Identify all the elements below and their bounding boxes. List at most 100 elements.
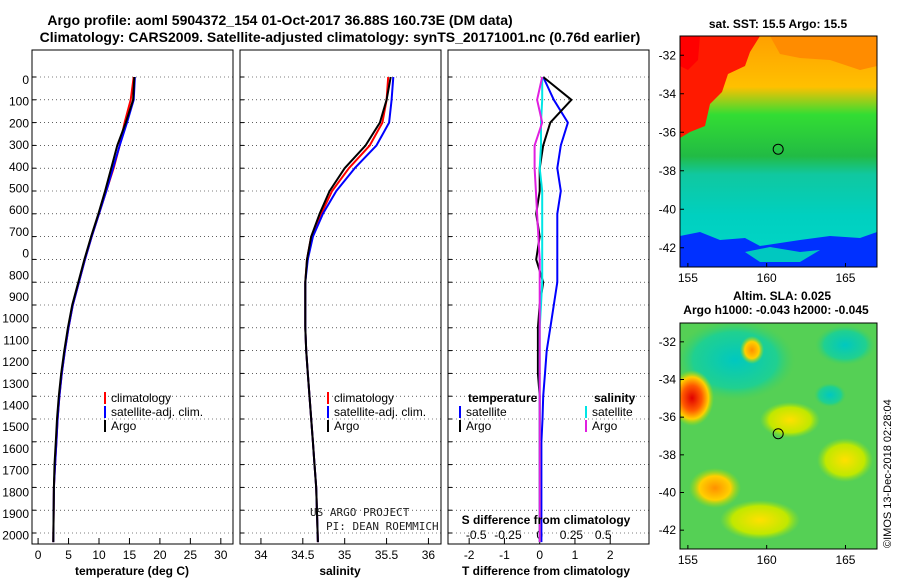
legend-swatch-satellite [327, 406, 329, 418]
x-tick-label: 34.5 [291, 548, 315, 562]
sst-cold-gap [745, 247, 820, 262]
map-x-tick-label: 160 [757, 271, 777, 285]
legend-label-s-satellite: satellite [592, 405, 633, 419]
sla-high-spot [740, 336, 764, 364]
depth-tick-label: 1000 [2, 312, 29, 326]
legend-label-t-satellite: satellite [466, 405, 507, 419]
imos-timestamp: ©IMOS 13-Dec-2018 02:28:04 [882, 399, 894, 548]
depth-tick-label: 100 [9, 95, 29, 109]
legend-swatch-satellite [104, 406, 106, 418]
map-y-tick-label: -36 [659, 410, 677, 424]
map-y-tick-label: -38 [659, 164, 677, 178]
depth-tick-label: 300 [9, 138, 29, 152]
depth-tick-label: 1100 [3, 333, 29, 347]
sla-map-panel: Altim. SLA: 0.025 Argo h1000: -0.043 h20… [659, 289, 878, 567]
sla-high-core [680, 370, 714, 426]
sst-map-panel: sat. SST: 15.5 Argo: 15.5 155 160 165 -32 -3… [659, 17, 878, 285]
legend-swatch-climatology [327, 392, 329, 404]
map-y-tick-label: -36 [659, 125, 677, 139]
x-tick-label: 0 [35, 548, 42, 562]
depth-tick-label: 800 [9, 268, 29, 282]
sst-orange-region [770, 36, 877, 70]
x-tick-label: 1 [572, 548, 579, 562]
sla-yellow-blob [817, 438, 873, 482]
depth-tick-label: 2000 [2, 529, 29, 543]
x-tick-label: 0 [536, 548, 543, 562]
series-line-satellite-adj-clim- [52, 76, 136, 543]
series-line-climatology [52, 76, 135, 543]
x-tick-label: 2 [607, 548, 614, 562]
legend-swatch-climatology [104, 392, 106, 404]
legend-swatch-argo [327, 420, 329, 432]
legend-label-s-argo: Argo [592, 419, 618, 433]
depth-tick-label: 0 [22, 247, 29, 261]
x-tick-label: -1 [499, 548, 510, 562]
s-diff-tick-label: -0.5 [466, 528, 487, 542]
depth-tick-label: 700 [9, 225, 29, 239]
series-line-argo [304, 76, 392, 543]
s-diff-tick-label: 0.25 [560, 528, 584, 542]
sla-high-south [689, 468, 741, 508]
sst-hot-core [680, 36, 700, 70]
map-y-tick-label: -40 [659, 202, 677, 216]
depth-tick-label: 1600 [2, 442, 29, 456]
legend-label-t-argo: Argo [466, 419, 492, 433]
map-x-tick-label: 165 [835, 553, 855, 567]
salinity-lines [304, 76, 395, 543]
depth-tick-label: 1700 [2, 464, 29, 478]
depth-tick-label: 200 [9, 116, 29, 130]
legend-label-satellite: satellite-adj. clim. [111, 405, 203, 419]
legend-label-climatology: climatology [111, 391, 171, 405]
legend-swatch-s-satellite [585, 406, 587, 418]
salinity-panel: 34 34.5 35 35.5 36 salinity climatology sate… [239, 49, 442, 578]
sla-map-tick-labels: 155 160 165 -32 -34 -36 -38 -40 -42 [659, 335, 856, 567]
difference-axes-frame [447, 49, 650, 545]
legend-label-argo: Argo [334, 419, 360, 433]
s-diff-tick-label: 0.5 [595, 528, 612, 542]
sst-map-tick-labels: 155 160 165 -32 -34 -36 -38 -40 -42 [659, 48, 856, 285]
legend-label-satellite: satellite-adj. clim. [334, 405, 426, 419]
depth-tick-label: 1500 [2, 420, 29, 434]
temperature-tick-labels: 0 5 10 15 20 25 30 [35, 538, 228, 562]
sla-low-region-2 [815, 325, 875, 365]
series-line-argo [52, 76, 136, 543]
series-line-satellite-adj-clim- [304, 76, 395, 543]
legend-swatch-argo [104, 420, 106, 432]
salinity-tick-labels: 34 34.5 35 35.5 36 [254, 538, 435, 562]
depth-tick-label: 1200 [2, 355, 29, 369]
salinity-xlabel: salinity [319, 564, 361, 578]
map-y-tick-label: -32 [659, 335, 677, 349]
legend-label-argo: Argo [111, 419, 137, 433]
figure-title-line1: Argo profile: aoml 5904372_154 01-Oct-20… [47, 12, 512, 28]
depth-tick-label: 1900 [2, 507, 29, 521]
difference-legend: temperature satellite Argo salinity sate… [459, 391, 636, 433]
s-difference-tick-labels: -0.5 -0.25 0 0.25 0.5 [466, 528, 612, 542]
sla-map-title-line2: Argo h1000: -0.043 h2000: -0.045 [683, 303, 869, 317]
depth-tick-label: 600 [9, 203, 29, 217]
map-y-tick-label: -42 [659, 241, 677, 255]
x-tick-label: 35 [338, 548, 352, 562]
pi-annotation: PI: DEAN ROEMMICH [326, 520, 439, 533]
map-x-tick-label: 155 [678, 271, 698, 285]
x-tick-label: 25 [184, 548, 198, 562]
map-x-tick-label: 160 [757, 553, 777, 567]
map-y-tick-label: -38 [659, 448, 677, 462]
series-line-s-argo [533, 76, 544, 543]
sla-heatmap [680, 323, 877, 549]
map-x-tick-label: 165 [835, 271, 855, 285]
map-y-tick-label: -34 [659, 373, 677, 387]
legend-label-climatology: climatology [334, 391, 394, 405]
temperature-legend: climatology satellite-adj. clim. Argo [104, 391, 203, 433]
x-tick-label: 20 [153, 548, 167, 562]
map-x-tick-label: 155 [678, 553, 698, 567]
temperature-axes-frame [31, 49, 234, 545]
sla-yellow-south [720, 500, 800, 540]
sst-argo-location-marker [772, 143, 784, 155]
salinity-axes-frame [239, 49, 442, 545]
difference-depth-gridlines [448, 76, 649, 534]
temperature-lines [52, 76, 136, 543]
temperature-xlabel: temperature (deg C) [75, 564, 189, 578]
sla-low-mid [814, 383, 846, 407]
x-tick-label: -2 [464, 548, 475, 562]
